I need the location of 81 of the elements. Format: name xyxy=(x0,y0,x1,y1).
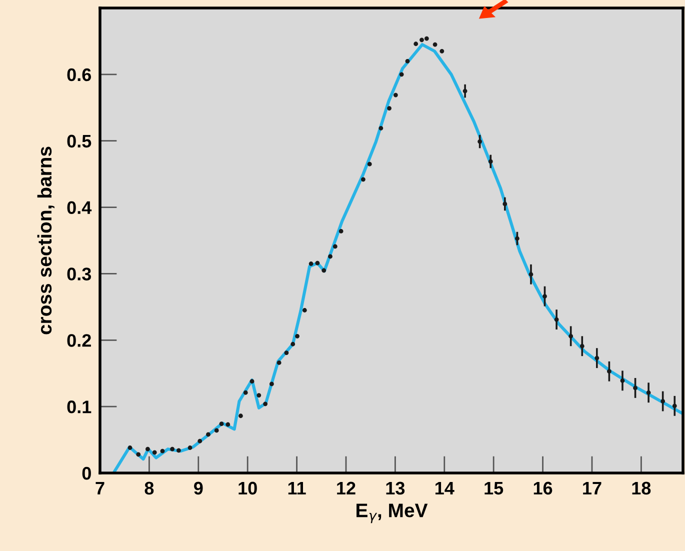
x-tick-label: 8 xyxy=(144,482,154,495)
point xyxy=(226,422,230,427)
y-tick-label: 0.1 xyxy=(67,400,92,414)
point xyxy=(256,393,262,398)
x-tick-label: 17 xyxy=(583,482,602,494)
line-series xyxy=(113,43,683,473)
point xyxy=(188,446,192,450)
point xyxy=(250,379,254,384)
point xyxy=(276,360,282,365)
point xyxy=(620,378,625,383)
point xyxy=(170,446,175,452)
point xyxy=(420,38,424,42)
x-tick-label: 12 xyxy=(337,482,356,494)
point xyxy=(128,446,132,450)
point xyxy=(393,92,398,98)
point xyxy=(367,162,372,166)
x-tick-label: 13 xyxy=(386,482,405,495)
point xyxy=(146,446,150,452)
x-tick-label: 9 xyxy=(194,482,203,495)
point xyxy=(290,342,296,346)
point xyxy=(440,48,444,54)
point xyxy=(432,42,438,47)
point xyxy=(160,448,165,454)
point xyxy=(238,414,243,418)
y-tick-label: 0.6 xyxy=(67,68,92,82)
point xyxy=(607,369,612,374)
point xyxy=(295,334,300,338)
point xyxy=(594,356,600,360)
point xyxy=(515,236,520,241)
point xyxy=(322,268,326,273)
point xyxy=(263,402,268,406)
point xyxy=(633,386,638,390)
x-tick-label: 11 xyxy=(288,482,306,494)
y-tick-label: 0.5 xyxy=(67,134,92,148)
point xyxy=(672,404,677,408)
point xyxy=(152,450,157,455)
x-tick-label: 15 xyxy=(484,482,504,495)
point xyxy=(198,438,202,444)
point xyxy=(528,272,534,277)
point xyxy=(219,422,224,426)
point xyxy=(206,432,210,437)
y-tick-label: 0.4 xyxy=(67,201,92,214)
x-tick-label: 16 xyxy=(534,482,552,495)
point xyxy=(361,177,366,182)
point xyxy=(332,244,338,249)
y-tick-label: 0.2 xyxy=(67,334,91,347)
point xyxy=(176,448,181,453)
point xyxy=(488,159,493,164)
x-tick-label: 14 xyxy=(435,482,454,494)
point xyxy=(214,428,219,433)
point xyxy=(554,317,559,322)
x-axis-title: E$_{γ}$, MeV xyxy=(356,504,428,524)
point xyxy=(542,294,547,298)
point xyxy=(315,260,320,266)
point xyxy=(328,254,332,259)
point xyxy=(660,399,666,404)
point xyxy=(502,202,508,206)
x-tick-label: 10 xyxy=(238,482,257,495)
point xyxy=(378,126,384,130)
point xyxy=(478,139,482,144)
point xyxy=(243,390,248,395)
point xyxy=(308,262,314,266)
x-tick-label: 7 xyxy=(96,482,104,494)
point xyxy=(270,382,274,386)
point xyxy=(405,58,410,64)
point xyxy=(302,308,307,312)
point xyxy=(387,106,392,111)
point xyxy=(424,36,429,41)
point xyxy=(338,229,344,234)
point xyxy=(646,390,651,395)
point xyxy=(568,334,574,338)
y-axis-title: cross section, barns xyxy=(37,146,54,334)
y-tick-label: 0.3 xyxy=(67,268,92,280)
point xyxy=(580,344,584,348)
point xyxy=(414,42,418,46)
x-tick-label: 18 xyxy=(632,482,651,495)
point xyxy=(462,88,468,94)
point xyxy=(136,452,141,457)
point xyxy=(399,72,404,77)
y-tick-label: 0 xyxy=(82,466,91,480)
point xyxy=(284,350,289,355)
